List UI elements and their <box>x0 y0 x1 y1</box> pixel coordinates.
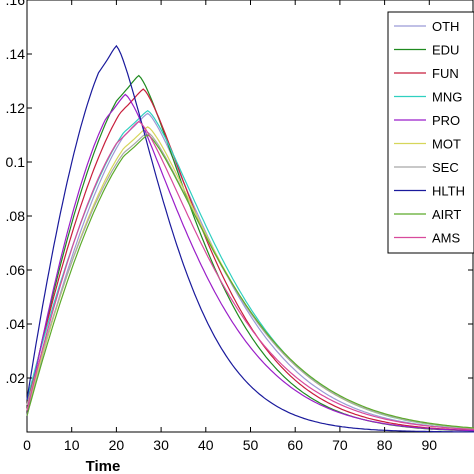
legend-label-pro: PRO <box>432 113 460 128</box>
legend-label-edu: EDU <box>432 43 459 58</box>
x-tick-label: 90 <box>422 437 438 453</box>
y-tick-label: .06 <box>6 262 26 278</box>
x-axis-label: Time <box>86 458 121 474</box>
series-line-hlth <box>26 44 474 433</box>
legend-label-airt: AIRT <box>432 207 461 222</box>
ticks-layer: 0 10 20 30 40 50 60 70 80 90 .02 .04 .06 .08 0.1 .12 .14… <box>6 0 473 453</box>
legend-label-mot: MOT <box>432 137 461 152</box>
x-tick-label: 50 <box>243 437 259 453</box>
y-tick-label: .14 <box>6 46 26 62</box>
legend-label-oth: OTH <box>432 19 459 34</box>
legend-label-sec: SEC <box>432 160 459 175</box>
legend-label-mng: MNG <box>432 90 462 105</box>
series-line-fun <box>26 88 474 432</box>
legend-box <box>387 11 474 254</box>
legend-label-hlth: HLTH <box>432 184 465 199</box>
x-tick-label: 10 <box>64 437 80 453</box>
x-tick-label: 60 <box>287 437 303 453</box>
y-tick-label: .16 <box>6 0 26 8</box>
x-tick-label: 80 <box>377 437 393 453</box>
y-tick-label: .12 <box>6 100 26 116</box>
y-tick-label: .04 <box>6 316 26 332</box>
x-tick-label: 70 <box>332 437 348 453</box>
series-line-oth <box>26 112 474 430</box>
x-tick-label: 30 <box>153 437 169 453</box>
y-tick-label: .02 <box>6 370 26 386</box>
series-line-sec <box>26 131 474 429</box>
legend-label-ams: AMS <box>432 231 461 246</box>
series-line-pro <box>26 93 474 432</box>
legend: OTH EDU FUN MNG PRO MOT SEC HLTH AIRT AMS <box>387 11 474 254</box>
y-tick-label: 0.1 <box>6 154 26 170</box>
x-tick-label: 0 <box>23 437 31 453</box>
y-tick-label: .08 <box>6 208 26 224</box>
series-line-airt <box>26 134 474 429</box>
x-tick-label: 40 <box>198 437 214 453</box>
x-tick-label: 20 <box>109 437 125 453</box>
legend-label-fun: FUN <box>432 66 459 81</box>
series-line-ams <box>26 120 474 431</box>
series-layer <box>26 44 474 433</box>
